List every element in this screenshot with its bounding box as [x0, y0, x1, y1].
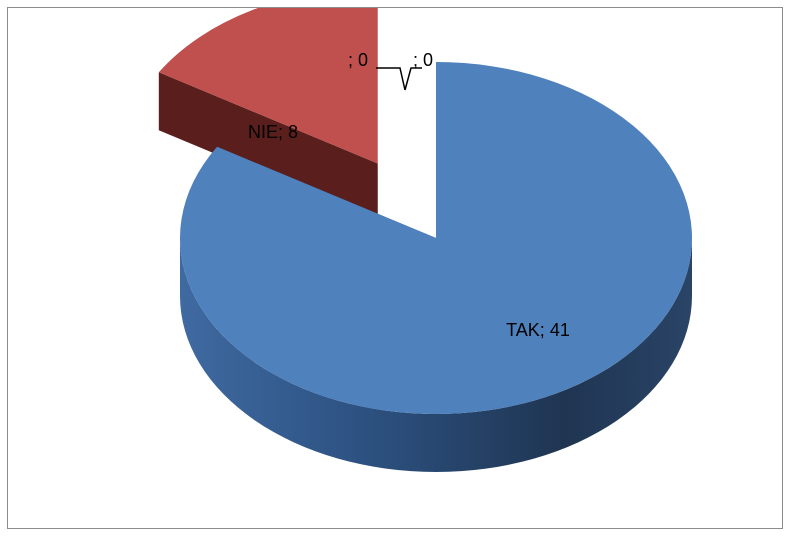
slice-cut-face	[158, 72, 378, 222]
slice-wall	[180, 238, 692, 472]
pie-slice-nie	[158, 8, 378, 222]
slice-top	[179, 62, 692, 414]
leader-line	[376, 67, 422, 91]
slice-top	[158, 8, 378, 164]
data-label-tak: TAK; 41	[506, 320, 570, 340]
data-label-zero-3: ; 0	[413, 50, 433, 70]
data-label-zero-2: ; 0	[348, 50, 368, 70]
pie-slice-tak	[179, 62, 692, 472]
chart-area: TAK; 41 NIE; 8 ; 0 ; 0	[7, 7, 783, 529]
pie-chart: TAK; 41 NIE; 8 ; 0 ; 0	[158, 8, 692, 472]
data-label-nie: NIE; 8	[248, 122, 298, 142]
